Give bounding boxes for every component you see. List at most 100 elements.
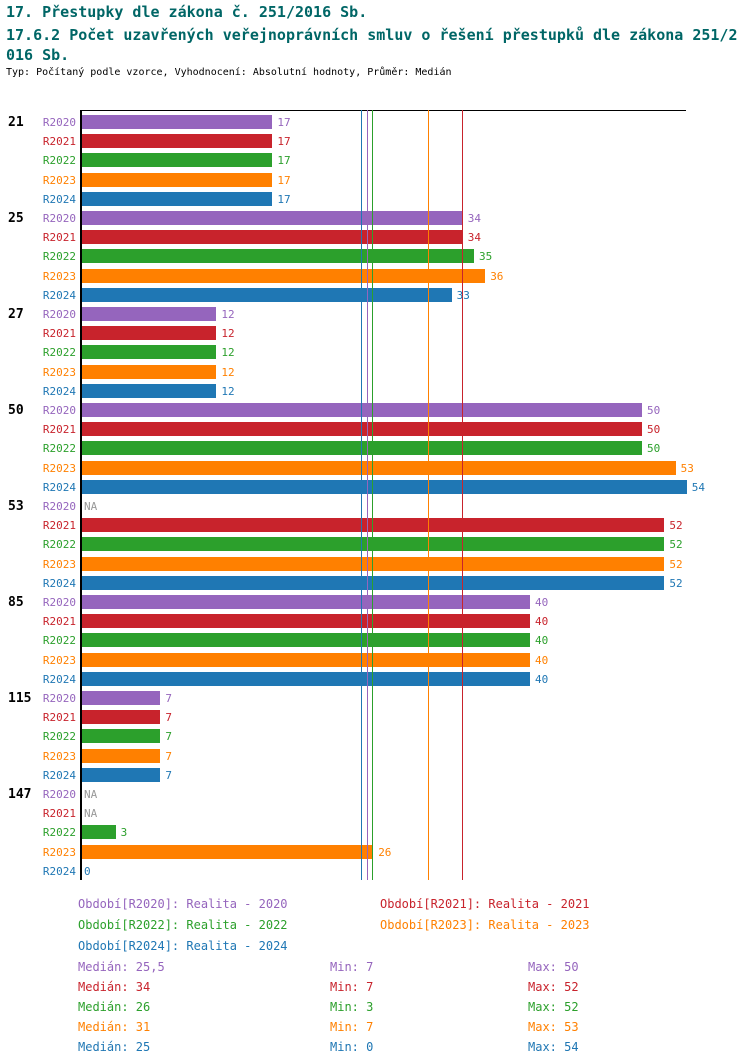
bar (82, 844, 374, 859)
bar (82, 652, 530, 667)
value-label: 36 (490, 269, 504, 283)
category-label: 25 (8, 211, 24, 226)
period-label: R2021 (42, 711, 76, 725)
legend-item-R2022: Období[R2022]: Realita - 2022 (78, 918, 288, 932)
legend-item-R2021: Období[R2021]: Realita - 2021 (380, 897, 590, 911)
legend: Období[R2020]: Realita - 2020 Období[R202… (0, 897, 750, 957)
value-label: 52 (669, 538, 683, 552)
bar (82, 307, 217, 321)
value-label: 17 (277, 192, 291, 206)
period-label: R2022 (42, 730, 76, 744)
bar (82, 518, 665, 533)
value-label: 50 (647, 442, 661, 456)
period-label: R2022 (42, 538, 76, 552)
stat-max-R2023: Max: 53 (528, 1020, 579, 1034)
bar (82, 134, 273, 149)
chart-subtitle: Typ: Počítaný podle vzorce, Vyhodnocení:… (6, 67, 452, 78)
period-label: R2020 (42, 212, 76, 225)
period-label: R2024 (42, 864, 76, 878)
bar (82, 364, 217, 379)
period-label: R2024 (42, 768, 76, 782)
bar (82, 460, 676, 475)
period-label: R2023 (42, 365, 76, 379)
stats: Medián: 25,5 Min: 7 Max: 50 Medián: 34 Min: … (0, 960, 750, 1062)
value-label: 12 (221, 365, 235, 379)
category-label: 85 (8, 595, 24, 610)
bar (82, 326, 217, 341)
stat-max-R2021: Max: 52 (528, 980, 579, 994)
bar (82, 268, 486, 283)
value-label: 3 (120, 826, 128, 840)
bar (82, 422, 642, 437)
period-label: R2023 (42, 557, 76, 571)
value-label: 54 (691, 480, 706, 494)
period-label: R2021 (42, 615, 76, 629)
y-axis-line (80, 110, 82, 880)
stat-median-R2020: Medián: 25,5 (78, 960, 165, 974)
stat-min-R2024: Min: 0 (330, 1040, 374, 1054)
period-label: R2022 (42, 826, 76, 840)
period-label: R2023 (42, 653, 76, 667)
bar (82, 115, 273, 129)
period-label: R2020 (42, 500, 76, 513)
stat-min-R2022: Min: 3 (330, 1000, 374, 1014)
value-label: 17 (277, 173, 291, 187)
median-line-R2022 (372, 110, 374, 880)
chart-title-line1: 17. Přestupky dle zákona č. 251/2016 Sb. (6, 3, 368, 21)
value-label: 40 (535, 634, 549, 648)
period-label: R2022 (42, 154, 76, 168)
bar (82, 595, 530, 609)
median-line-R2020 (366, 110, 368, 880)
bar (82, 230, 463, 245)
x-axis-line (80, 110, 686, 111)
median-line-R2024 (361, 110, 362, 880)
period-label: R2024 (42, 480, 76, 494)
bar (82, 614, 530, 629)
value-label: 12 (221, 327, 235, 341)
bar (82, 691, 161, 705)
bar (82, 575, 665, 590)
stat-max-R2020: Max: 50 (528, 960, 579, 974)
period-label: R2021 (42, 135, 76, 149)
category-label: 21 (8, 115, 24, 130)
period-label: R2024 (42, 672, 76, 686)
value-label: 52 (669, 576, 683, 590)
bar (82, 825, 116, 840)
value-label: 34 (467, 231, 482, 245)
period-label: R2022 (42, 634, 76, 648)
stat-median-R2023: Medián: 31 (78, 1020, 151, 1034)
median-line-R2021 (461, 110, 463, 880)
bar (82, 403, 642, 417)
value-label: NA (84, 788, 98, 801)
stat-median-R2021: Medián: 34 (78, 980, 151, 994)
value-label: NA (84, 807, 98, 821)
value-label: 7 (165, 692, 173, 705)
bar (82, 748, 161, 763)
period-label: R2021 (42, 327, 76, 341)
bar (82, 249, 474, 264)
bar (82, 767, 161, 782)
value-label: 7 (165, 768, 173, 782)
chart-title-line2: 17.6.2 Počet uzavřených veřejnoprávních … (6, 26, 738, 64)
legend-item-R2020: Období[R2020]: Realita - 2020 (78, 897, 288, 911)
value-label: 40 (535, 672, 549, 686)
value-label: 26 (378, 845, 392, 859)
legend-item-R2024: Období[R2024]: Realita - 2024 (78, 939, 288, 953)
value-label: 33 (456, 288, 470, 302)
value-label: 40 (535, 596, 549, 609)
value-label: 0 (84, 864, 91, 878)
bar (82, 729, 161, 744)
value-label: 50 (647, 423, 661, 437)
value-label: 34 (467, 212, 482, 225)
bar (82, 556, 665, 571)
stat-max-R2024: Max: 54 (528, 1040, 579, 1054)
value-label: 52 (669, 519, 683, 533)
period-label: R2021 (42, 519, 76, 533)
category-label: 53 (8, 499, 24, 514)
period-label: R2020 (42, 596, 76, 609)
bar (82, 211, 463, 225)
period-label: R2023 (42, 749, 76, 763)
period-label: R2020 (42, 308, 76, 321)
period-label: R2020 (42, 116, 76, 129)
value-label: 12 (221, 384, 235, 398)
